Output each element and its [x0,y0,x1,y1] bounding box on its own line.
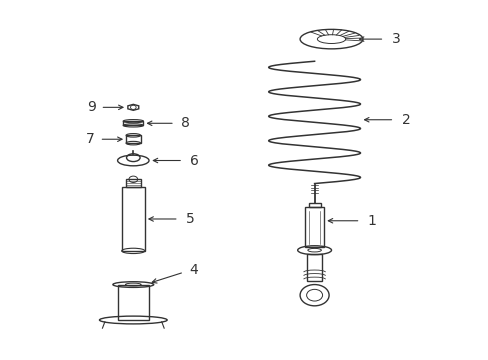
Bar [123,121,143,125]
Text: 8: 8 [181,116,190,130]
Text: 5: 5 [185,212,194,226]
Text: 6: 6 [190,153,199,167]
Bar [126,135,140,143]
Text: 4: 4 [188,264,197,278]
Bar [307,254,321,281]
Text: 3: 3 [391,32,400,46]
Bar [125,179,141,187]
Text: 7: 7 [86,132,95,146]
Text: 2: 2 [401,113,409,127]
Text: 9: 9 [86,100,95,114]
Bar [305,207,324,247]
Bar [117,284,149,320]
Bar [122,187,144,251]
Bar [308,203,320,207]
Text: 1: 1 [367,214,376,228]
